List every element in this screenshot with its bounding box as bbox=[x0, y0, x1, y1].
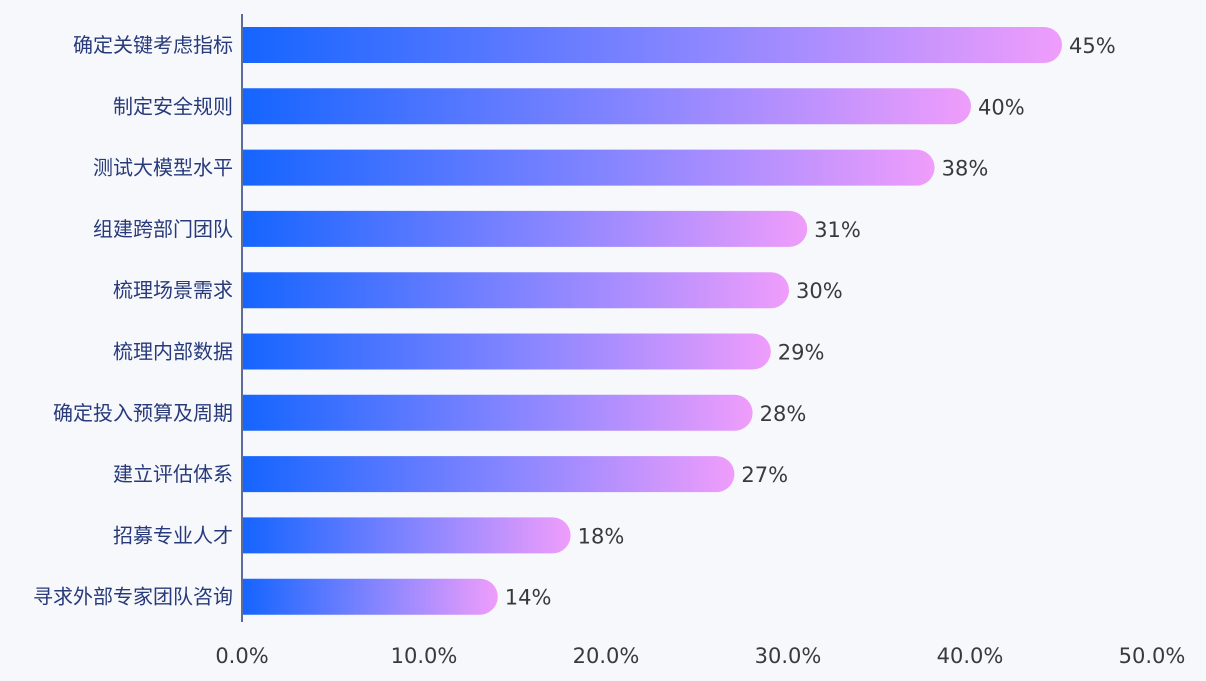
value-label: 28% bbox=[760, 402, 807, 426]
value-label: 38% bbox=[942, 157, 989, 181]
x-tick-label: 10.0% bbox=[391, 644, 458, 668]
bar-5 bbox=[243, 272, 789, 309]
x-tick-label: 20.0% bbox=[573, 644, 640, 668]
category-labels: 确定关键考虑指标制定安全规则测试大模型水平组建跨部门团队梳理场景需求梳理内部数据… bbox=[33, 33, 233, 609]
value-label: 27% bbox=[741, 463, 788, 487]
value-label: 40% bbox=[978, 95, 1025, 119]
x-tick-label: 30.0% bbox=[755, 644, 822, 668]
value-label: 30% bbox=[796, 279, 843, 303]
x-tick-label: 50.0% bbox=[1119, 644, 1186, 668]
x-tick-label: 40.0% bbox=[937, 644, 1004, 668]
category-label: 制定安全规则 bbox=[113, 94, 233, 118]
value-label: 31% bbox=[814, 218, 861, 242]
value-labels: 45% 40% 38% 31% 30% 29% 28% 27% 18% 14% bbox=[505, 34, 1116, 610]
category-label: 梳理内部数据 bbox=[113, 340, 233, 364]
category-label: 寻求外部专家团队咨询 bbox=[33, 585, 233, 609]
bar-9 bbox=[243, 517, 571, 554]
bar-6 bbox=[243, 333, 771, 370]
category-label: 组建跨部门团队 bbox=[93, 217, 233, 241]
value-label: 45% bbox=[1069, 34, 1116, 58]
x-tick-label: 0.0% bbox=[215, 644, 268, 668]
value-label: 14% bbox=[505, 586, 552, 610]
bar-2 bbox=[243, 88, 972, 125]
bar-10 bbox=[243, 578, 498, 615]
category-label: 招募专业人才 bbox=[113, 523, 233, 547]
value-label: 18% bbox=[578, 524, 625, 548]
bars-group bbox=[243, 27, 1062, 615]
category-label: 建立评估体系 bbox=[113, 462, 233, 486]
bar-1 bbox=[243, 27, 1062, 63]
category-label: 测试大模型水平 bbox=[93, 156, 233, 180]
category-label: 确定投入预算及周期 bbox=[53, 401, 233, 425]
bar-3 bbox=[243, 149, 935, 186]
value-label: 29% bbox=[778, 341, 825, 365]
category-label: 梳理场景需求 bbox=[113, 278, 233, 302]
x-axis-ticks: 0.0% 10.0% 20.0% 30.0% 40.0% 50.0% bbox=[215, 644, 1185, 668]
bar-4 bbox=[243, 210, 808, 247]
bar-7 bbox=[243, 394, 753, 431]
category-label: 确定关键考虑指标 bbox=[73, 33, 233, 57]
bar-8 bbox=[243, 456, 735, 493]
